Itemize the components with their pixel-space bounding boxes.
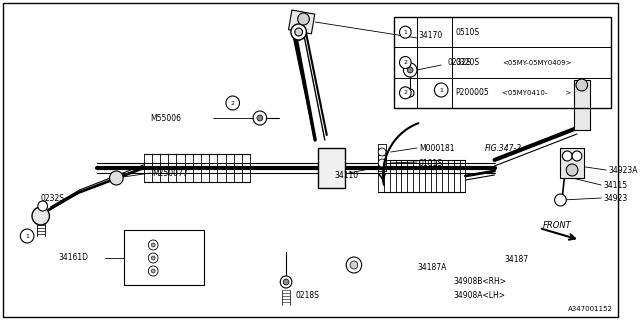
Circle shape [226,96,239,110]
Circle shape [253,111,267,125]
Bar [289,10,315,34]
Text: 1: 1 [439,87,443,92]
Bar [561,148,584,178]
Bar [318,148,345,188]
Text: 0232S: 0232S [41,194,65,203]
Text: P200005: P200005 [456,88,490,97]
Text: M250077: M250077 [152,169,188,178]
Text: M000181: M000181 [419,143,454,153]
Circle shape [32,207,49,225]
Text: 34908A<LH>: 34908A<LH> [454,291,506,300]
Text: 0510S: 0510S [456,28,480,37]
Circle shape [151,243,155,247]
Circle shape [257,115,263,121]
Circle shape [109,171,123,185]
Circle shape [38,201,47,211]
Circle shape [406,89,414,97]
Text: 0218S: 0218S [296,291,319,300]
Circle shape [148,266,158,276]
Text: 0320S: 0320S [456,58,480,67]
Circle shape [555,194,566,206]
Circle shape [148,253,158,263]
Text: FRONT: FRONT [543,220,572,229]
Circle shape [407,67,413,73]
Text: A347001152: A347001152 [568,306,613,312]
Circle shape [435,83,448,97]
Text: 0232S: 0232S [448,58,472,67]
Circle shape [280,276,292,288]
Circle shape [403,63,417,77]
Circle shape [151,256,155,260]
Bar [124,230,204,285]
Text: 34187: 34187 [504,255,529,265]
Text: 34115: 34115 [603,180,627,189]
Circle shape [566,164,578,176]
Circle shape [298,13,309,25]
Text: <05MY-05MY0409>: <05MY-05MY0409> [502,60,572,66]
Text: 34170: 34170 [419,30,443,39]
Circle shape [378,148,386,156]
Circle shape [350,261,358,269]
Circle shape [20,229,34,243]
Circle shape [291,24,307,40]
Text: M55006: M55006 [150,114,181,123]
Circle shape [283,279,289,285]
Circle shape [572,151,582,161]
Circle shape [346,257,362,273]
Text: 34110: 34110 [335,171,358,180]
Text: FIG.347-2: FIG.347-2 [485,143,522,153]
Text: 0101S: 0101S [419,158,443,167]
Circle shape [378,159,386,167]
Text: 34161D: 34161D [58,253,88,262]
Circle shape [576,79,588,91]
Text: 34908B<RH>: 34908B<RH> [454,277,507,286]
Circle shape [399,87,411,99]
Bar [574,80,589,130]
Text: 34923A: 34923A [608,165,637,174]
Text: 2: 2 [403,90,407,95]
Text: 2: 2 [230,100,235,106]
Circle shape [399,26,411,38]
Text: 1: 1 [25,234,29,238]
Text: 34187A: 34187A [417,262,446,271]
Text: <05MY0410-        >: <05MY0410- > [502,90,572,96]
Circle shape [148,240,158,250]
Text: 2: 2 [403,60,407,65]
Circle shape [151,269,155,273]
Bar [394,17,611,108]
Text: 34923: 34923 [603,194,627,203]
Circle shape [295,28,303,36]
Circle shape [563,151,572,161]
Circle shape [399,57,411,68]
Text: 1: 1 [403,30,407,35]
